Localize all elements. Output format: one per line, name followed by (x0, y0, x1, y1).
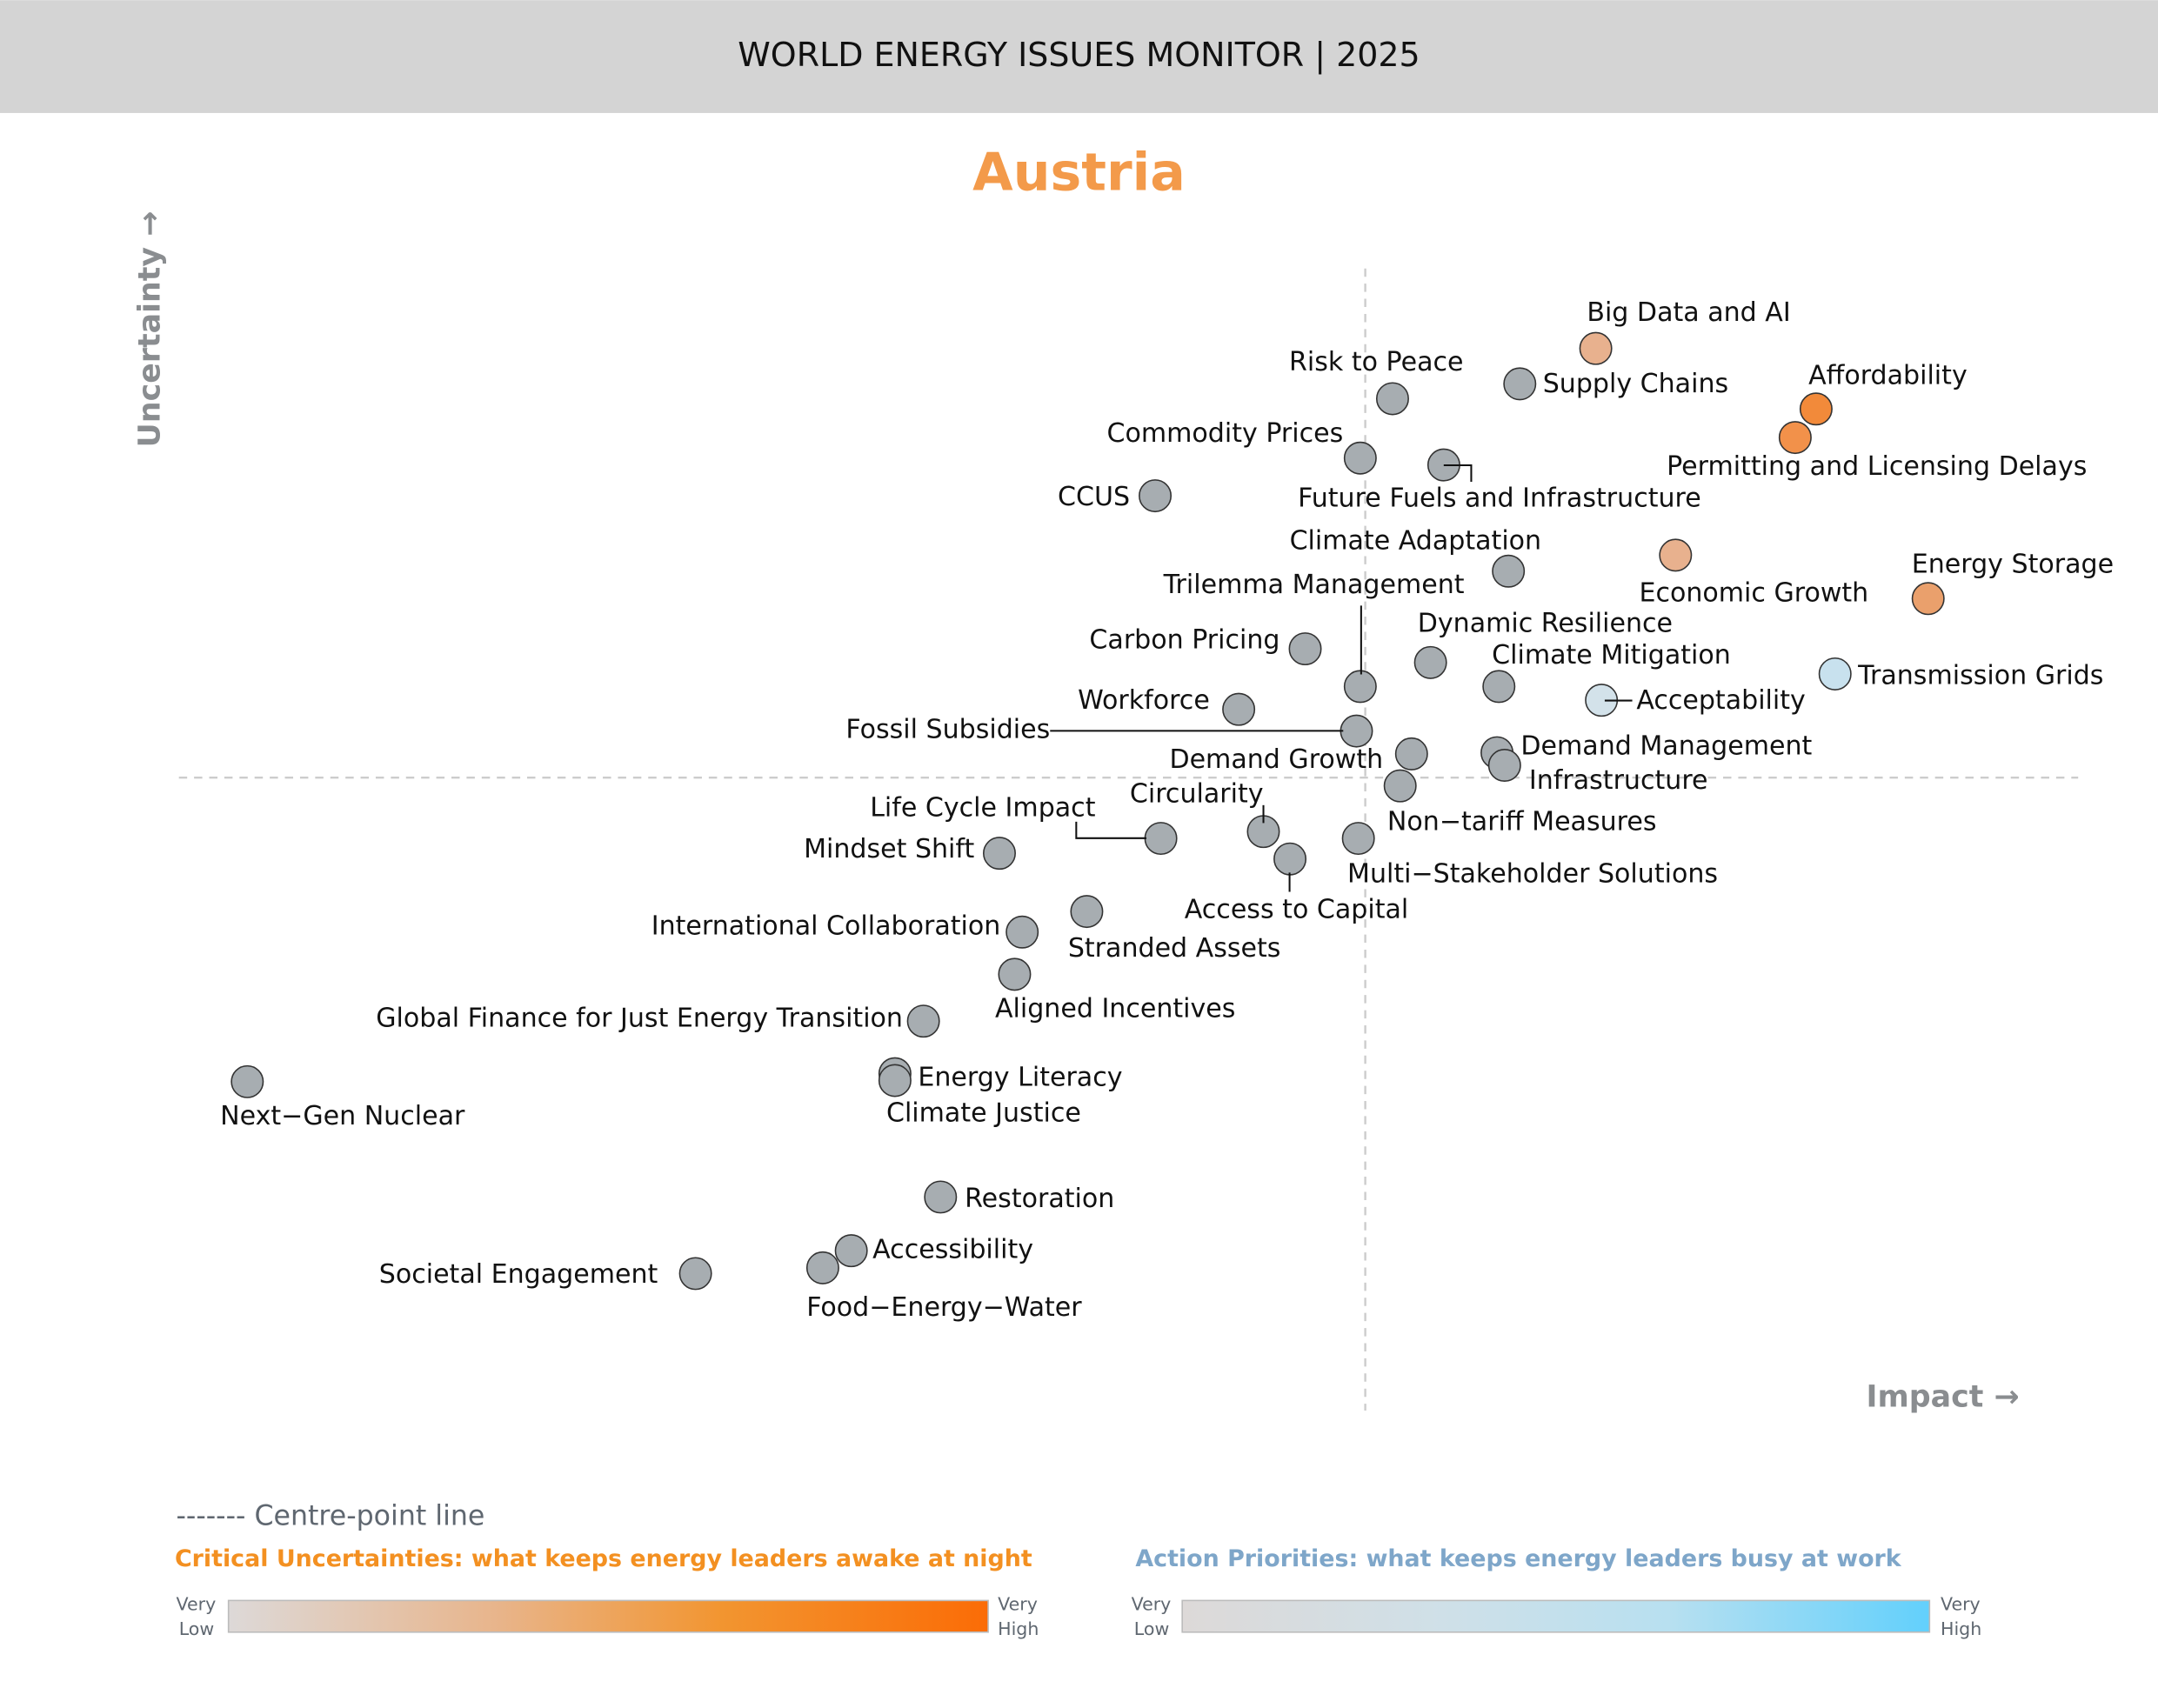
label-demand-growth: Demand Growth (1169, 744, 1383, 775)
label-climate-adaptation: Climate Adaptation (1290, 526, 1542, 557)
header-title: WORLD ENERGY ISSUES MONITOR | 2025 (738, 36, 1420, 75)
point-fossil-subsidies (1340, 714, 1373, 748)
point-access-to-capital (1273, 842, 1307, 876)
label-mindset-shift: Mindset Shift (804, 834, 974, 864)
point-climate-justice (878, 1064, 912, 1098)
label-supply-chains: Supply Chains (1543, 369, 1728, 399)
critical-high-label-1: Very (998, 1593, 1038, 1614)
point-mindset-shift (982, 837, 1016, 871)
label-ccus: CCUS (1058, 482, 1130, 512)
point-accessibility (834, 1234, 868, 1268)
label-energy-literacy: Energy Literacy (918, 1063, 1122, 1093)
data-points: Big Data and AI Supply Chains Risk to Peac… (220, 297, 2114, 1323)
point-food-energy-water (805, 1251, 839, 1284)
critical-low-label-2: Low (179, 1618, 214, 1639)
point-workforce (1222, 692, 1256, 726)
point-dynamic-resilience (1413, 645, 1447, 679)
label-economic-growth: Economic Growth (1639, 578, 1868, 609)
point-big-data-and-ai (1579, 331, 1613, 365)
point-climate-mitigation (1482, 670, 1516, 704)
label-aligned-incentives: Aligned Incentives (995, 993, 1235, 1024)
point-risk-to-peace (1375, 382, 1409, 416)
label-climate-mitigation: Climate Mitigation (1492, 640, 1731, 671)
point-carbon-pricing (1288, 632, 1322, 666)
label-dynamic-resilience: Dynamic Resilience (1418, 608, 1673, 638)
point-ccus (1139, 479, 1173, 513)
label-carbon-pricing: Carbon Pricing (1089, 624, 1279, 655)
action-low-label-2: Low (1134, 1618, 1169, 1639)
label-stranded-assets: Stranded Assets (1068, 933, 1281, 964)
label-big-data-and-ai: Big Data and AI (1587, 297, 1790, 328)
header-bar (0, 0, 2158, 113)
label-demand-management: Demand Management (1520, 731, 1812, 761)
label-next-gen-nuclear: Next−Gen Nuclear (220, 1101, 465, 1131)
label-risk-to-peace: Risk to Peace (1289, 347, 1464, 377)
label-life-cycle-impact: Life Cycle Impact (870, 792, 1096, 823)
point-next-gen-nuclear (230, 1064, 264, 1098)
label-trilemma-management: Trilemma Management (1163, 570, 1465, 600)
point-economic-growth (1659, 538, 1693, 572)
critical-low-label-1: Very (177, 1593, 217, 1614)
point-multi-stakeholder-solutions (1341, 822, 1375, 856)
point-trilemma-management (1343, 670, 1377, 704)
x-axis-label: Impact → (1867, 1379, 2020, 1414)
label-food-energy-water: Food−Energy−Water (806, 1292, 1082, 1323)
leader-line-life-cycle-impact (1075, 821, 1147, 839)
point-international-collaboration (1006, 915, 1039, 949)
critical-high-label-2: High (998, 1618, 1039, 1639)
label-non-tariff-measures: Non−tariff Measures (1387, 806, 1657, 837)
point-permitting-and-licensing-delays (1778, 421, 1812, 455)
action-high-label-1: Very (1941, 1593, 1981, 1614)
legend-action-title: Action Priorities: what keeps energy lea… (1135, 1545, 1901, 1572)
action-gradient-bar (1181, 1599, 1931, 1633)
point-non-tariff-measures (1383, 769, 1417, 803)
label-societal-engagement: Societal Engagement (379, 1259, 658, 1290)
label-energy-storage: Energy Storage (1912, 549, 2114, 579)
label-affordability: Affordability (1808, 361, 1968, 391)
point-global-finance-for-just-energy-transition (906, 1004, 940, 1038)
label-restoration: Restoration (965, 1184, 1114, 1214)
point-restoration (924, 1180, 958, 1214)
point-affordability (1799, 392, 1833, 426)
label-international-collaboration: International Collaboration (651, 911, 1001, 942)
label-future-fuels-and-infrastructure: Future Fuels and Infrastructure (1298, 483, 1701, 513)
label-multi-stakeholder-solutions: Multi−Stakeholder Solutions (1347, 858, 1718, 889)
leader-lines (1050, 464, 1633, 892)
point-energy-storage (1911, 582, 1945, 616)
action-low-label-1: Very (1132, 1593, 1172, 1614)
critical-gradient-bar (227, 1599, 989, 1633)
legend-critical-title: Critical Uncertainties: what keeps energ… (175, 1545, 1032, 1572)
leader-line-future-fuels-and-infrastructure (1443, 464, 1473, 482)
point-aligned-incentives (998, 957, 1032, 991)
y-axis-label: Uncertainty → (133, 211, 168, 448)
label-commodity-prices: Commodity Prices (1107, 418, 1344, 449)
label-infrastructure: Infrastructure (1529, 765, 1708, 796)
point-commodity-prices (1343, 441, 1377, 475)
label-circularity: Circularity (1130, 779, 1264, 810)
point-stranded-assets (1070, 895, 1104, 929)
point-societal-engagement (678, 1257, 712, 1291)
chart-title: Austria (972, 143, 1186, 203)
point-life-cycle-impact (1144, 822, 1178, 856)
label-fossil-subsidies: Fossil Subsidies (845, 714, 1050, 744)
label-access-to-capital: Access to Capital (1185, 895, 1408, 925)
point-climate-adaptation (1492, 554, 1526, 588)
label-climate-justice: Climate Justice (886, 1098, 1081, 1129)
legend-centre-line: ------- Centre-point line (177, 1500, 485, 1531)
label-workforce: Workforce (1078, 685, 1210, 716)
point-supply-chains (1503, 367, 1537, 401)
label-acceptability: Acceptability (1636, 685, 1805, 716)
point-transmission-grids (1818, 657, 1852, 691)
label-permitting-and-licensing-delays: Permitting and Licensing Delays (1667, 451, 2087, 482)
action-high-label-2: High (1941, 1618, 1981, 1639)
label-global-finance-for-just-energy-transition: Global Finance for Just Energy Transitio… (376, 1004, 903, 1034)
label-transmission-grids: Transmission Grids (1857, 661, 2103, 691)
label-accessibility: Accessibility (872, 1234, 1033, 1264)
point-demand-growth (1394, 737, 1428, 771)
point-infrastructure (1487, 749, 1521, 783)
